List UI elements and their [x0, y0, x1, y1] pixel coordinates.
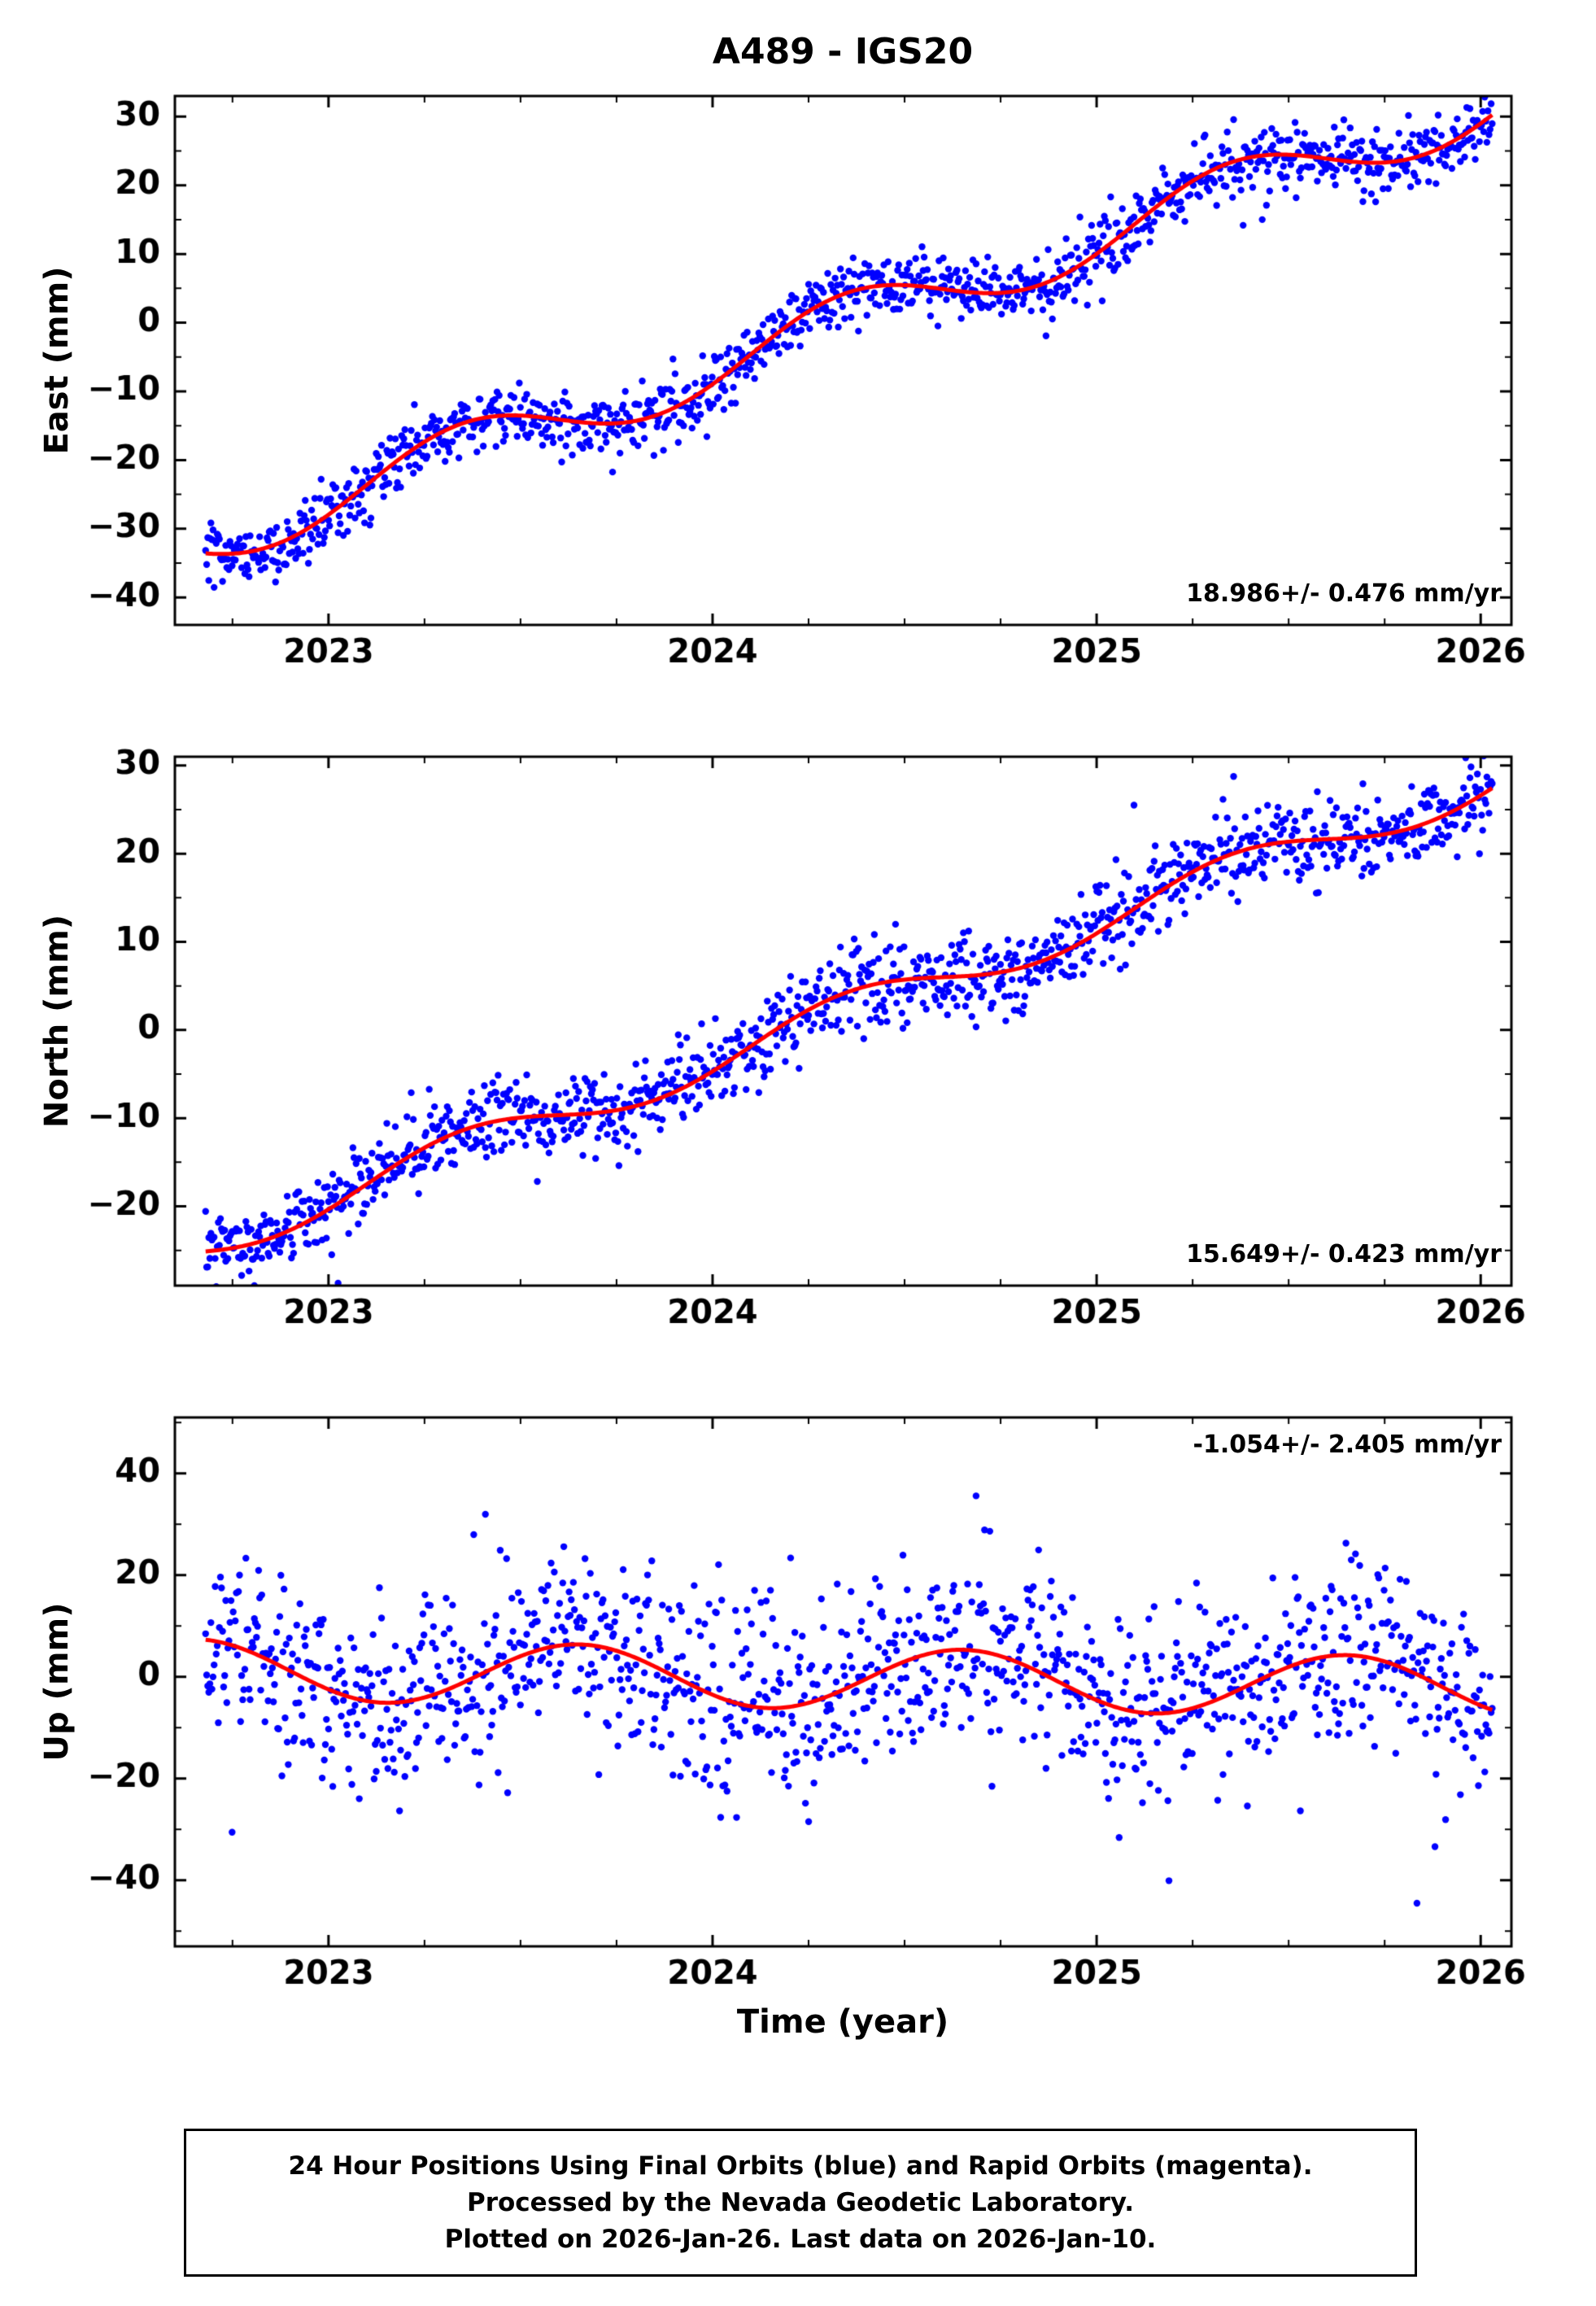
east-axis-label: East (mm): [38, 266, 76, 455]
east-rate-annotation: 18.986+/- 0.476 mm/yr: [1186, 579, 1502, 608]
up-rate-annotation: -1.054+/- 2.405 mm/yr: [1193, 1430, 1502, 1459]
north-rate-annotation: 15.649+/- 0.423 mm/yr: [1186, 1240, 1502, 1269]
up-axis-label: Up (mm): [38, 1602, 76, 1762]
time-axis-label: Time (year): [736, 2003, 949, 2041]
footer-line-processed: Processed by the Nevada Geodetic Laborat…: [466, 2187, 1135, 2217]
footer-note-box: 24 Hour Positions Using Final Orbits (bl…: [184, 2129, 1417, 2277]
page-title: A489 - IGS20: [712, 31, 974, 72]
footer-line-orbits: 24 Hour Positions Using Final Orbits (bl…: [288, 2151, 1313, 2181]
footer-line-plotted: Plotted on 2026-Jan-26. Last data on 202…: [444, 2224, 1157, 2254]
north-axis-label: North (mm): [38, 914, 76, 1129]
